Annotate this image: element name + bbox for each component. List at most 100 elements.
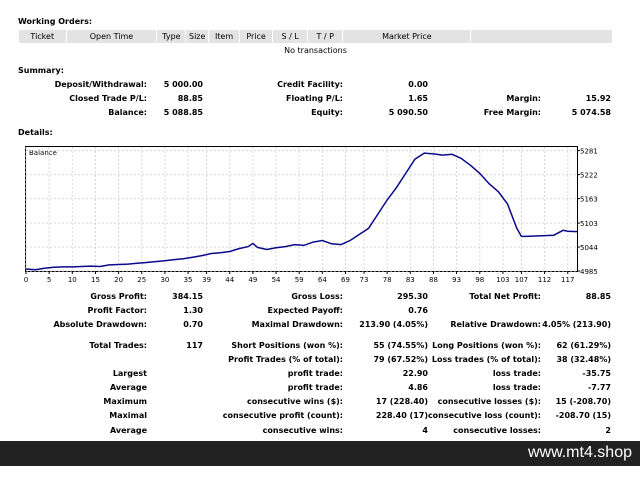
col-item[interactable]: Item: [208, 29, 241, 44]
x-tick-label: 73: [360, 276, 369, 284]
trades-value: -35.75: [582, 369, 611, 378]
trades-label: Loss trades (% of total):: [431, 355, 541, 364]
floating-label: Floating P/L:: [286, 94, 343, 103]
trades-label: Average: [109, 426, 147, 435]
series-line-balance: [25, 152, 578, 271]
x-tick-label: 112: [538, 276, 551, 284]
balance-chart-svg: Balance 4985 5044 5103 5163 5222 5281 0 5 10 15 20…: [24, 146, 598, 284]
y-tick-label: 5103: [580, 220, 598, 228]
orders-header-row: Ticket Open Time Type Size Item Price S …: [18, 29, 613, 44]
trades-value: 22.90: [402, 369, 428, 378]
trades-label: Average: [109, 383, 147, 392]
balance-label: Balance:: [108, 108, 147, 117]
free-margin-label: Free Margin:: [483, 108, 541, 117]
x-tick-label: 15: [91, 276, 100, 284]
x-tick-label: 83: [406, 276, 415, 284]
x-tick-label: 88: [429, 276, 438, 284]
details-value: 88.85: [585, 292, 611, 301]
equity-label: Equity:: [311, 108, 343, 117]
trades-value: 117: [186, 341, 203, 350]
working-orders-table: Ticket Open Time Type Size Item Price S …: [18, 29, 613, 57]
col-ticket[interactable]: Ticket: [18, 29, 67, 44]
details-label: Relative Drawdown:: [450, 320, 541, 329]
details-label: Expected Payoff:: [267, 306, 343, 315]
floating-value: 1.65: [408, 94, 428, 103]
y-tick-label: 5044: [580, 244, 598, 252]
x-tick-label: 59: [295, 276, 304, 284]
trades-label: loss trade:: [492, 369, 541, 378]
x-tick-label: 10: [68, 276, 77, 284]
x-tick-label: 49: [248, 276, 257, 284]
trades-value: 4.86: [408, 383, 428, 392]
trades-label: profit trade:: [287, 383, 343, 392]
credit-value: 0.00: [408, 80, 428, 89]
equity-value: 5 090.50: [388, 108, 428, 117]
y-tick-label: 5163: [580, 196, 598, 204]
free-margin-value: 5 074.58: [571, 108, 611, 117]
credit-label: Credit Facility:: [277, 80, 343, 89]
y-tick-label: 4985: [580, 268, 598, 276]
details-value: 384.15: [172, 292, 203, 301]
summary-title: Summary:: [18, 66, 64, 75]
details-value: 213.90 (4.05%): [359, 320, 428, 329]
trades-label: Maximum: [103, 397, 147, 406]
x-tick-label: 25: [137, 276, 146, 284]
trades-value: 2: [605, 426, 611, 435]
col-blank: [470, 29, 613, 44]
details-value: 295.30: [397, 292, 428, 301]
closed-pl-value: 88.85: [177, 94, 203, 103]
x-tick-label: 78: [383, 276, 392, 284]
col-open-time[interactable]: Open Time: [65, 29, 158, 44]
details-label: Maximal Drawdown:: [251, 320, 343, 329]
trades-label: consecutive profit (count):: [222, 411, 343, 420]
details-label: Profit Factor:: [87, 306, 147, 315]
trades-value: 79 (67.52%): [373, 355, 428, 364]
x-tick-label: 39: [202, 276, 211, 284]
y-tick-label: 5222: [580, 172, 598, 180]
x-tick-label: 64: [318, 276, 327, 284]
trades-label: Profit Trades (% of total):: [228, 355, 343, 364]
trades-label: consecutive losses:: [453, 426, 541, 435]
trades-label: loss trade:: [492, 383, 541, 392]
col-sl[interactable]: S / L: [272, 29, 309, 44]
col-size[interactable]: Size: [185, 29, 210, 44]
col-type[interactable]: Type: [156, 29, 187, 44]
col-tp[interactable]: T / P: [307, 29, 344, 44]
details-title: Details:: [18, 128, 53, 137]
x-tick-label: 103: [496, 276, 509, 284]
working-orders-title: Working Orders:: [18, 17, 93, 26]
bottom-strip: [0, 466, 640, 480]
details-value: 4.05% (213.90): [542, 320, 611, 329]
trades-label: Short Positions (won %):: [231, 341, 343, 350]
x-tick-label: 0: [24, 276, 28, 284]
x-tick-label: 20: [114, 276, 123, 284]
details-label: Gross Loss:: [291, 292, 343, 301]
trades-label: Total Trades:: [89, 341, 147, 350]
trades-value: 55 (74.55%): [373, 341, 428, 350]
x-tick-label: 98: [475, 276, 484, 284]
x-tick-label: 44: [225, 276, 234, 284]
balance-value: 5 088.85: [163, 108, 203, 117]
trades-label: Long Positions (won %):: [432, 341, 541, 350]
chart-frame: [25, 146, 578, 272]
details-value: 0.70: [183, 320, 203, 329]
balance-chart: Balance 4985 5044 5103 5163 5222 5281 0 5 10 15 20…: [0, 142, 640, 287]
trades-value: -208.70 (15): [555, 411, 611, 420]
watermark-text: www.mt4.shop: [527, 444, 632, 461]
col-price[interactable]: Price: [239, 29, 274, 44]
x-tick-label: 69: [341, 276, 350, 284]
trades-value: 4: [422, 426, 428, 435]
details-label: Total Net Profit:: [469, 292, 541, 301]
x-tick-label: 54: [272, 276, 281, 284]
margin-label: Margin:: [506, 94, 541, 103]
deposit-label: Deposit/Withdrawal:: [54, 80, 147, 89]
trades-value: 38 (32.48%): [556, 355, 611, 364]
trades-label: Maximal: [109, 411, 147, 420]
table-row: No transactions: [19, 44, 613, 58]
trades-value: 15 (-208.70): [555, 397, 611, 406]
margin-value: 15.92: [585, 94, 611, 103]
x-tick-label: 117: [561, 276, 574, 284]
col-market-price[interactable]: Market Price: [342, 29, 472, 44]
x-tick-label: 107: [515, 276, 528, 284]
